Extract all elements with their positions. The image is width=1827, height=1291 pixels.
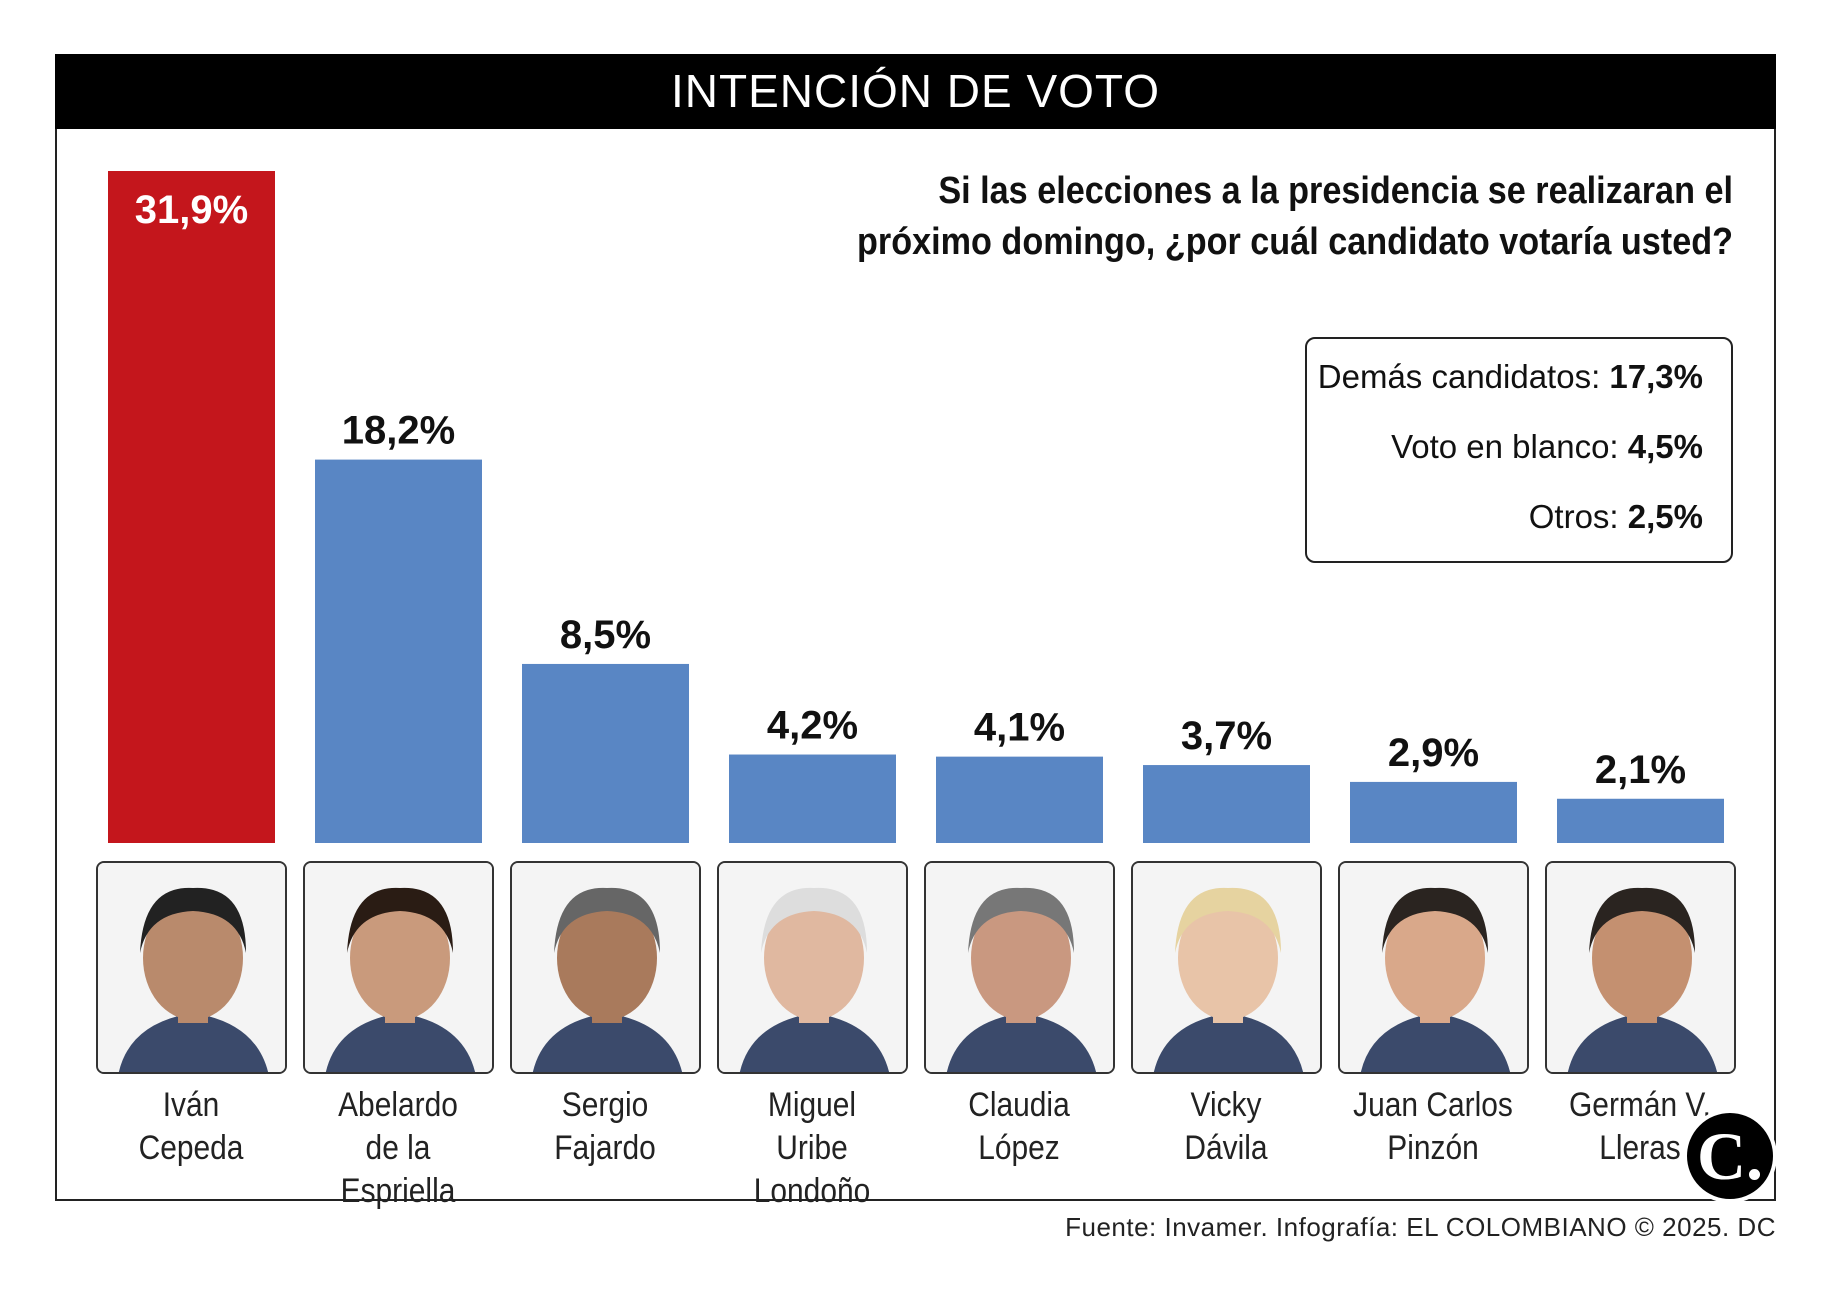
candidate-name-line: Claudia xyxy=(968,1086,1070,1124)
question-line-2: próximo domingo, ¿por cuál candidato vot… xyxy=(857,221,1733,263)
bar xyxy=(1143,765,1310,843)
candidate-name-line: Iván xyxy=(162,1086,220,1124)
candidate-name: Miguel Uribe Londoño xyxy=(720,1084,905,1213)
candidate-photo xyxy=(303,861,494,1074)
bar xyxy=(1350,781,1517,843)
candidate-name-line: de la Espriella xyxy=(340,1129,456,1210)
data-label: 8,5% xyxy=(560,613,651,657)
candidate-name-line: Germán V. xyxy=(1569,1086,1711,1124)
candidate-name-line: Juan Carlos xyxy=(1353,1086,1513,1124)
data-label: 4,2% xyxy=(767,704,858,748)
chart-frame xyxy=(55,54,1776,1201)
others-label: Voto en blanco: xyxy=(1391,428,1619,465)
candidate-name-line: Uribe Londoño xyxy=(753,1129,871,1210)
candidate-name-line: Lleras xyxy=(1599,1129,1681,1167)
others-box: Demás candidatos: 17,3% Voto en blanco: … xyxy=(1305,337,1733,563)
candidate-photo xyxy=(717,861,908,1074)
candidate-name-line: Abelardo xyxy=(338,1086,458,1124)
others-value: 4,5% xyxy=(1627,428,1703,465)
candidate-name: Claudia López xyxy=(927,1084,1112,1170)
bar xyxy=(729,754,896,843)
others-label: Demás candidatos: xyxy=(1317,358,1601,395)
data-label: 18,2% xyxy=(342,409,455,453)
candidate-name-line: Cepeda xyxy=(138,1129,244,1167)
candidate-photo xyxy=(924,861,1115,1074)
candidate-name-line: Sergio xyxy=(561,1086,649,1124)
others-value: 2,5% xyxy=(1627,498,1703,535)
chart-title: INTENCIÓN DE VOTO xyxy=(55,54,1776,129)
candidate-name-line: Fajardo xyxy=(554,1129,656,1167)
candidate-photo xyxy=(1131,861,1322,1074)
candidate-name-line: Vicky xyxy=(1190,1086,1262,1124)
candidate-name: Abelardo de la Espriella xyxy=(306,1084,491,1213)
others-value: 17,3% xyxy=(1609,358,1703,395)
candidate-name-line: Miguel xyxy=(767,1086,857,1124)
bar xyxy=(936,756,1103,843)
data-label: 3,7% xyxy=(1181,714,1272,758)
data-label: 2,1% xyxy=(1595,748,1686,792)
others-label: Otros: xyxy=(1528,498,1619,535)
data-label: 31,9% xyxy=(135,188,248,232)
candidate-name-line: Dávila xyxy=(1184,1129,1268,1167)
bar xyxy=(315,459,482,843)
source-footer: Fuente: Invamer. Infografía: EL COLOMBIA… xyxy=(1065,1212,1776,1242)
candidate-photo xyxy=(1545,861,1736,1074)
candidate-name: Vicky Dávila xyxy=(1134,1084,1319,1170)
data-label: 2,9% xyxy=(1388,731,1479,775)
candidate-photo xyxy=(96,861,287,1074)
bar xyxy=(108,171,275,843)
data-label: 4,1% xyxy=(974,706,1065,750)
candidate-photo xyxy=(1338,861,1529,1074)
candidate-name: Iván Cepeda xyxy=(99,1084,284,1170)
el-colombiano-logo: C. xyxy=(1683,1109,1777,1203)
candidate-name-line: Pinzón xyxy=(1387,1129,1479,1167)
bar xyxy=(1557,798,1724,843)
others-row: Voto en blanco: 4,5% xyxy=(1307,427,1703,497)
others-row: Demás candidatos: 17,3% xyxy=(1307,357,1703,427)
candidate-name: Juan Carlos Pinzón xyxy=(1341,1084,1526,1170)
question-line-1: Si las elecciones a la presidencia se re… xyxy=(938,170,1733,212)
candidate-name-line: López xyxy=(978,1129,1060,1167)
question-text: Si las elecciones a la presidencia se re… xyxy=(833,166,1733,268)
candidate-photo xyxy=(510,861,701,1074)
candidate-name: Sergio Fajardo xyxy=(513,1084,698,1170)
bar xyxy=(522,663,689,843)
candidate-name: Germán V. Lleras xyxy=(1548,1084,1733,1170)
others-row: Otros: 2,5% xyxy=(1307,497,1703,567)
